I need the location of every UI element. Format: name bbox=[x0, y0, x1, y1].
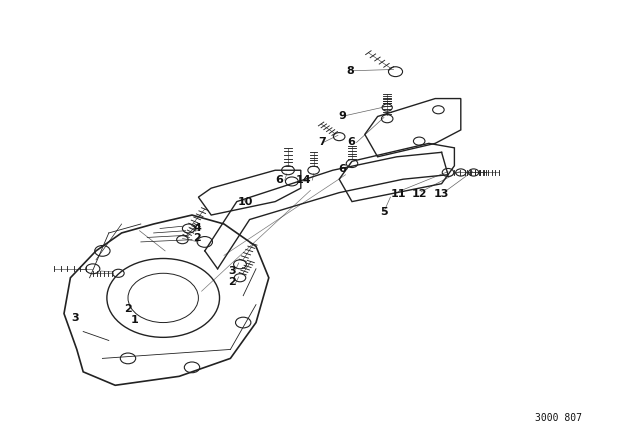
Text: 6: 6 bbox=[275, 175, 283, 185]
Text: 3000 807: 3000 807 bbox=[536, 414, 582, 423]
Text: 10: 10 bbox=[237, 198, 253, 207]
Text: 12: 12 bbox=[412, 189, 427, 198]
Text: 3: 3 bbox=[72, 313, 79, 323]
Text: 7: 7 bbox=[318, 138, 326, 147]
Text: 9: 9 bbox=[339, 111, 346, 121]
Text: 2: 2 bbox=[124, 304, 132, 314]
Text: 11: 11 bbox=[390, 189, 406, 198]
Text: 3: 3 bbox=[228, 266, 236, 276]
Text: 4: 4 bbox=[193, 224, 201, 233]
Text: 8: 8 bbox=[347, 66, 355, 76]
Text: 5: 5 bbox=[380, 207, 388, 217]
Text: 14: 14 bbox=[296, 175, 311, 185]
Text: 13: 13 bbox=[434, 189, 449, 198]
Text: 6: 6 bbox=[347, 138, 355, 147]
Text: 2: 2 bbox=[228, 277, 236, 287]
Text: 6: 6 bbox=[339, 164, 346, 174]
Text: 2: 2 bbox=[193, 233, 201, 243]
Text: 1: 1 bbox=[131, 315, 138, 325]
